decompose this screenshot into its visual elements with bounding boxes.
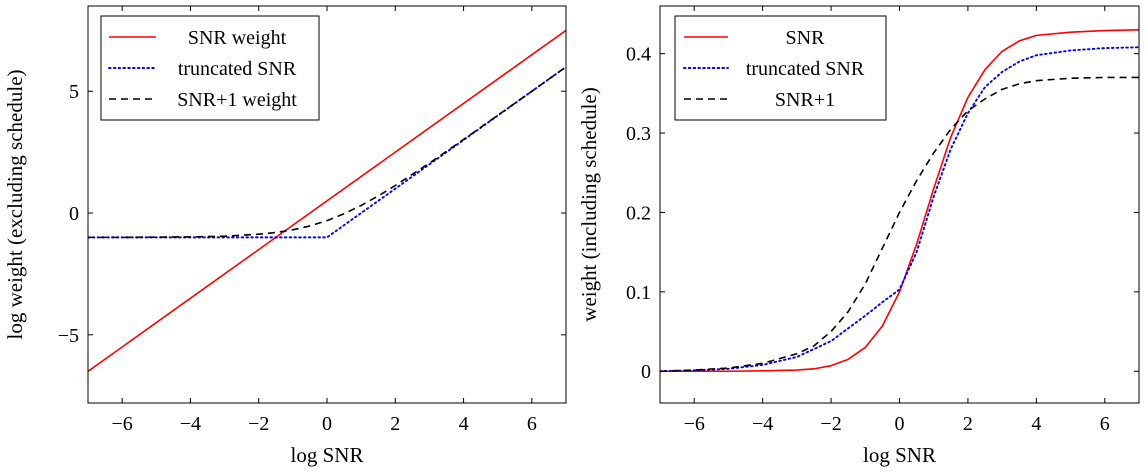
y-tick-label: 0.3 <box>626 123 651 145</box>
x-tick-label: 4 <box>1031 413 1041 435</box>
y-axis-title: log weight (excluding schedule) <box>3 69 27 339</box>
y-axis-title: weight (including schedule) <box>577 87 601 321</box>
legend-label: SNR+1 weight <box>177 89 297 111</box>
y-tick-label: −5 <box>58 325 79 347</box>
series-line-3 <box>660 76 1139 373</box>
y-tick-label: 0 <box>641 361 651 383</box>
x-tick-label: −4 <box>752 413 773 435</box>
series-line-2 <box>660 46 1139 373</box>
legend-label: truncated SNR <box>178 58 297 80</box>
y-tick-label: 0 <box>69 203 79 225</box>
x-tick-label: 6 <box>527 413 537 435</box>
x-tick-label: −6 <box>684 413 705 435</box>
legend-label: SNR <box>786 27 826 49</box>
x-axis-title: log SNR <box>291 443 364 467</box>
series-line-1 <box>660 29 1139 373</box>
x-tick-label: −2 <box>820 413 841 435</box>
x-tick-label: 6 <box>1100 413 1110 435</box>
x-tick-label: 0 <box>322 413 332 435</box>
x-tick-label: −4 <box>180 413 201 435</box>
legend: SNR truncated SNR SNR+1 <box>674 15 887 121</box>
x-tick-label: 4 <box>459 413 469 435</box>
x-axis-title: log SNR <box>863 443 936 467</box>
series-line-3 <box>88 66 566 239</box>
series-line-1 <box>88 29 566 372</box>
chart-1: −6 −4 −2 0 2 4 6 −5 0 5 log SNR log weight (excludi… <box>3 5 567 467</box>
y-tick-label: 0.2 <box>626 202 651 224</box>
legend-label: truncated SNR <box>746 58 865 80</box>
x-tick-label: 2 <box>963 413 973 435</box>
legend: SNR weight truncated SNR SNR+1 weight <box>100 15 320 121</box>
y-tick-label: 0.1 <box>626 282 651 304</box>
chart-2: −6 −4 −2 0 2 4 6 0 0.1 0.2 0.3 0.4 log SNR weight (in… <box>577 5 1140 467</box>
x-tick-label: 0 <box>895 413 905 435</box>
x-tick-label: 2 <box>390 413 400 435</box>
y-tick-label: 0.4 <box>626 44 651 66</box>
y-tick-label: 5 <box>69 81 79 103</box>
legend-label: SNR weight <box>188 27 287 49</box>
x-tick-label: −6 <box>112 413 133 435</box>
legend-label: SNR+1 <box>775 89 835 111</box>
x-tick-label: −2 <box>248 413 269 435</box>
